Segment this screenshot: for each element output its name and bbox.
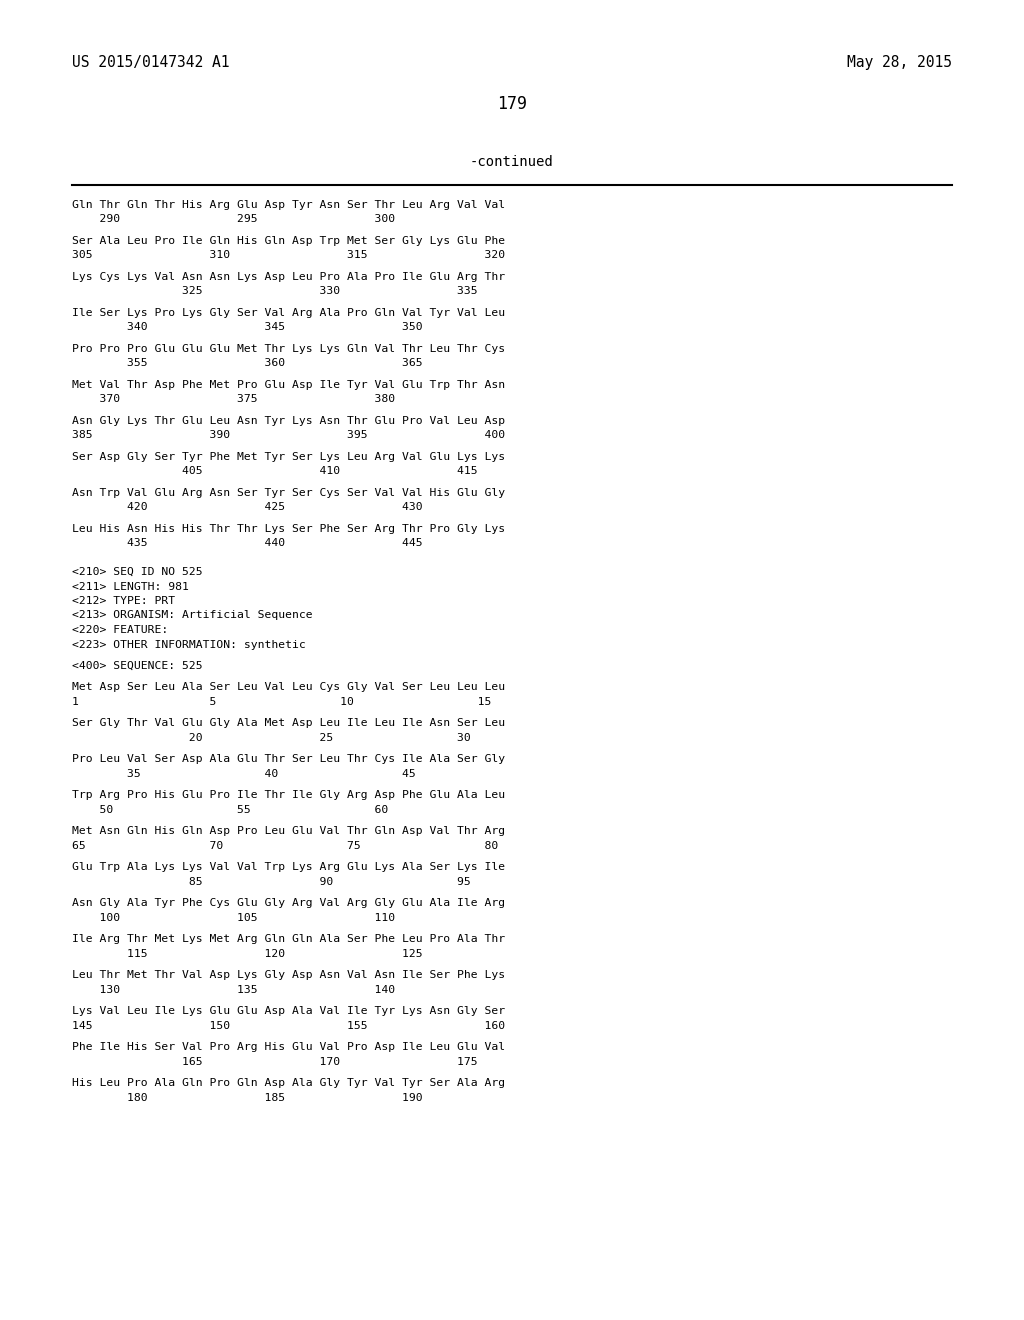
Text: Ser Asp Gly Ser Tyr Phe Met Tyr Ser Lys Leu Arg Val Glu Lys Lys: Ser Asp Gly Ser Tyr Phe Met Tyr Ser Lys … — [72, 451, 505, 462]
Text: 165                 170                 175: 165 170 175 — [72, 1057, 477, 1067]
Text: <211> LENGTH: 981: <211> LENGTH: 981 — [72, 582, 188, 591]
Text: His Leu Pro Ala Gln Pro Gln Asp Ala Gly Tyr Val Tyr Ser Ala Arg: His Leu Pro Ala Gln Pro Gln Asp Ala Gly … — [72, 1078, 505, 1089]
Text: 180                 185                 190: 180 185 190 — [72, 1093, 423, 1104]
Text: 305                 310                 315                 320: 305 310 315 320 — [72, 251, 505, 260]
Text: 65                  70                  75                  80: 65 70 75 80 — [72, 841, 499, 851]
Text: 340                 345                 350: 340 345 350 — [72, 322, 423, 333]
Text: 355                 360                 365: 355 360 365 — [72, 359, 423, 368]
Text: US 2015/0147342 A1: US 2015/0147342 A1 — [72, 55, 229, 70]
Text: Pro Pro Pro Glu Glu Glu Met Thr Lys Lys Gln Val Thr Leu Thr Cys: Pro Pro Pro Glu Glu Glu Met Thr Lys Lys … — [72, 345, 505, 354]
Text: Phe Ile His Ser Val Pro Arg His Glu Val Pro Asp Ile Leu Glu Val: Phe Ile His Ser Val Pro Arg His Glu Val … — [72, 1043, 505, 1052]
Text: 325                 330                 335: 325 330 335 — [72, 286, 477, 297]
Text: 385                 390                 395                 400: 385 390 395 400 — [72, 430, 505, 441]
Text: 130                 135                 140: 130 135 140 — [72, 985, 395, 995]
Text: 405                 410                 415: 405 410 415 — [72, 466, 477, 477]
Text: May 28, 2015: May 28, 2015 — [847, 55, 952, 70]
Text: 179: 179 — [497, 95, 527, 114]
Text: Asn Trp Val Glu Arg Asn Ser Tyr Ser Cys Ser Val Val His Glu Gly: Asn Trp Val Glu Arg Asn Ser Tyr Ser Cys … — [72, 488, 505, 498]
Text: 115                 120                 125: 115 120 125 — [72, 949, 423, 960]
Text: Glu Trp Ala Lys Lys Val Val Trp Lys Arg Glu Lys Ala Ser Lys Ile: Glu Trp Ala Lys Lys Val Val Trp Lys Arg … — [72, 862, 505, 873]
Text: <400> SEQUENCE: 525: <400> SEQUENCE: 525 — [72, 661, 203, 671]
Text: 420                 425                 430: 420 425 430 — [72, 503, 423, 512]
Text: Lys Val Leu Ile Lys Glu Glu Asp Ala Val Ile Tyr Lys Asn Gly Ser: Lys Val Leu Ile Lys Glu Glu Asp Ala Val … — [72, 1006, 505, 1016]
Text: Ser Gly Thr Val Glu Gly Ala Met Asp Leu Ile Leu Ile Asn Ser Leu: Ser Gly Thr Val Glu Gly Ala Met Asp Leu … — [72, 718, 505, 729]
Text: <213> ORGANISM: Artificial Sequence: <213> ORGANISM: Artificial Sequence — [72, 610, 312, 620]
Text: Met Asn Gln His Gln Asp Pro Leu Glu Val Thr Gln Asp Val Thr Arg: Met Asn Gln His Gln Asp Pro Leu Glu Val … — [72, 826, 505, 837]
Text: 85                 90                  95: 85 90 95 — [72, 876, 471, 887]
Text: Leu Thr Met Thr Val Asp Lys Gly Asp Asn Val Asn Ile Ser Phe Lys: Leu Thr Met Thr Val Asp Lys Gly Asp Asn … — [72, 970, 505, 981]
Text: Pro Leu Val Ser Asp Ala Glu Thr Ser Leu Thr Cys Ile Ala Ser Gly: Pro Leu Val Ser Asp Ala Glu Thr Ser Leu … — [72, 755, 505, 764]
Text: Met Asp Ser Leu Ala Ser Leu Val Leu Cys Gly Val Ser Leu Leu Leu: Met Asp Ser Leu Ala Ser Leu Val Leu Cys … — [72, 682, 505, 693]
Text: 20                 25                  30: 20 25 30 — [72, 733, 471, 743]
Text: 100                 105                 110: 100 105 110 — [72, 913, 395, 923]
Text: 35                  40                  45: 35 40 45 — [72, 770, 416, 779]
Text: <220> FEATURE:: <220> FEATURE: — [72, 624, 168, 635]
Text: <212> TYPE: PRT: <212> TYPE: PRT — [72, 597, 175, 606]
Text: <223> OTHER INFORMATION: synthetic: <223> OTHER INFORMATION: synthetic — [72, 639, 306, 649]
Text: 1                   5                  10                  15: 1 5 10 15 — [72, 697, 492, 708]
Text: -continued: -continued — [470, 154, 554, 169]
Text: 145                 150                 155                 160: 145 150 155 160 — [72, 1020, 505, 1031]
Text: 435                 440                 445: 435 440 445 — [72, 539, 423, 549]
Text: Ile Arg Thr Met Lys Met Arg Gln Gln Ala Ser Phe Leu Pro Ala Thr: Ile Arg Thr Met Lys Met Arg Gln Gln Ala … — [72, 935, 505, 945]
Text: Ser Ala Leu Pro Ile Gln His Gln Asp Trp Met Ser Gly Lys Glu Phe: Ser Ala Leu Pro Ile Gln His Gln Asp Trp … — [72, 236, 505, 246]
Text: <210> SEQ ID NO 525: <210> SEQ ID NO 525 — [72, 568, 203, 577]
Text: 50                  55                  60: 50 55 60 — [72, 805, 388, 814]
Text: Asn Gly Lys Thr Glu Leu Asn Tyr Lys Asn Thr Glu Pro Val Leu Asp: Asn Gly Lys Thr Glu Leu Asn Tyr Lys Asn … — [72, 416, 505, 426]
Text: Leu His Asn His His Thr Thr Lys Ser Phe Ser Arg Thr Pro Gly Lys: Leu His Asn His His Thr Thr Lys Ser Phe … — [72, 524, 505, 535]
Text: Ile Ser Lys Pro Lys Gly Ser Val Arg Ala Pro Gln Val Tyr Val Leu: Ile Ser Lys Pro Lys Gly Ser Val Arg Ala … — [72, 308, 505, 318]
Text: Lys Cys Lys Val Asn Asn Lys Asp Leu Pro Ala Pro Ile Glu Arg Thr: Lys Cys Lys Val Asn Asn Lys Asp Leu Pro … — [72, 272, 505, 282]
Text: Trp Arg Pro His Glu Pro Ile Thr Ile Gly Arg Asp Phe Glu Ala Leu: Trp Arg Pro His Glu Pro Ile Thr Ile Gly … — [72, 791, 505, 800]
Text: Gln Thr Gln Thr His Arg Glu Asp Tyr Asn Ser Thr Leu Arg Val Val: Gln Thr Gln Thr His Arg Glu Asp Tyr Asn … — [72, 201, 505, 210]
Text: 290                 295                 300: 290 295 300 — [72, 214, 395, 224]
Text: Met Val Thr Asp Phe Met Pro Glu Asp Ile Tyr Val Glu Trp Thr Asn: Met Val Thr Asp Phe Met Pro Glu Asp Ile … — [72, 380, 505, 389]
Text: Asn Gly Ala Tyr Phe Cys Glu Gly Arg Val Arg Gly Glu Ala Ile Arg: Asn Gly Ala Tyr Phe Cys Glu Gly Arg Val … — [72, 899, 505, 908]
Text: 370                 375                 380: 370 375 380 — [72, 395, 395, 404]
